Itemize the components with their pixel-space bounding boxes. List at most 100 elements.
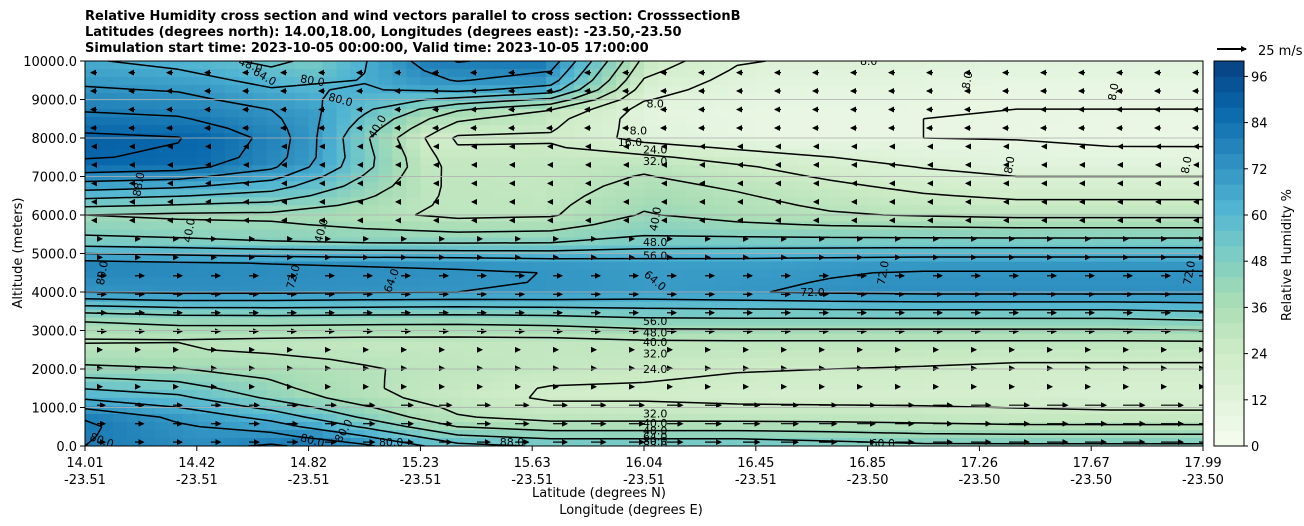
humidity-cell [406, 213, 421, 223]
humidity-cell [490, 293, 505, 303]
humidity-cell [1161, 349, 1176, 359]
humidity-cell [140, 365, 156, 375]
colorbar-band [1214, 245, 1244, 262]
humidity-cell [560, 301, 575, 311]
humidity-cell [602, 381, 617, 391]
humidity-cell [699, 421, 715, 431]
humidity-cell [1007, 333, 1022, 343]
humidity-cell [112, 213, 128, 223]
humidity-cell [280, 93, 296, 102]
humidity-cell [294, 309, 310, 319]
humidity-cell [741, 405, 757, 415]
humidity-cell [979, 365, 994, 375]
humidity-cell [867, 117, 883, 126]
humidity-cell [448, 157, 463, 166]
humidity-cell [350, 397, 366, 407]
humidity-cell [350, 173, 366, 182]
humidity-cell [867, 61, 883, 70]
humidity-cell [895, 213, 911, 223]
humidity-cell [294, 277, 310, 287]
humidity-cell [965, 61, 980, 70]
humidity-cell [238, 149, 254, 158]
humidity-cell [252, 189, 268, 198]
humidity-cell [308, 285, 324, 295]
humidity-cell [727, 277, 743, 287]
y-tick-label: 7000.0 [32, 171, 78, 186]
humidity-cell [685, 69, 701, 78]
humidity-cell [1077, 93, 1092, 102]
humidity-cell [546, 125, 561, 134]
humidity-cell [1063, 261, 1078, 271]
humidity-cell [727, 237, 743, 247]
humidity-cell [252, 269, 268, 279]
humidity-cell [965, 277, 980, 287]
humidity-cell [671, 213, 687, 223]
humidity-cell [895, 101, 911, 110]
humidity-cell [350, 117, 366, 126]
humidity-cell [727, 413, 743, 423]
humidity-cell [951, 245, 967, 255]
contour-label: 8.0 [1106, 82, 1122, 101]
humidity-cell [783, 389, 799, 399]
humidity-cell [154, 349, 170, 359]
humidity-cell [504, 341, 519, 351]
humidity-cell [112, 77, 128, 86]
humidity-cell [462, 245, 477, 255]
humidity-cell [378, 109, 394, 118]
humidity-cell [378, 413, 394, 423]
humidity-cell [280, 341, 296, 351]
humidity-cell [602, 301, 617, 311]
humidity-cell [895, 309, 911, 319]
humidity-cell [462, 269, 477, 279]
humidity-cell [280, 69, 296, 78]
humidity-cell [699, 373, 715, 383]
humidity-cell [895, 317, 911, 327]
humidity-cell [881, 421, 897, 431]
humidity-cell [769, 93, 785, 102]
humidity-cell [560, 269, 575, 279]
humidity-cell [85, 381, 100, 391]
humidity-cell [490, 389, 505, 399]
contour-label: 72.0 [875, 260, 892, 286]
humidity-cell [308, 405, 324, 415]
humidity-cell [797, 157, 813, 166]
humidity-cell [1049, 221, 1064, 231]
humidity-cell [657, 173, 673, 182]
humidity-cell [699, 61, 715, 70]
humidity-cell [364, 61, 380, 70]
humidity-cell [1105, 205, 1120, 214]
humidity-cell [979, 149, 994, 158]
humidity-cell [1063, 141, 1078, 150]
humidity-cell [238, 309, 254, 319]
humidity-cell [252, 93, 268, 102]
humidity-cell [126, 365, 142, 375]
humidity-cell [1161, 165, 1176, 174]
humidity-cell [937, 77, 953, 86]
humidity-cell [308, 77, 324, 86]
humidity-cell [406, 85, 421, 94]
humidity-cell [881, 165, 897, 174]
humidity-cell [783, 165, 799, 174]
humidity-cell [1147, 413, 1162, 423]
humidity-cell [532, 173, 547, 182]
humidity-cell [336, 213, 352, 223]
humidity-cell [616, 221, 631, 231]
humidity-cell [630, 373, 645, 383]
humidity-cell [1175, 277, 1190, 287]
humidity-cell [490, 381, 505, 391]
humidity-cell [294, 101, 310, 110]
contour-label: 40.0 [312, 217, 331, 244]
humidity-cell [1147, 269, 1162, 279]
humidity-cell [420, 437, 435, 446]
humidity-cell [671, 173, 687, 182]
humidity-cell [909, 357, 925, 367]
humidity-cell [602, 357, 617, 367]
humidity-cell [1119, 389, 1134, 399]
humidity-cell [350, 413, 366, 423]
humidity-cell [476, 165, 491, 174]
humidity-cell [238, 429, 254, 439]
humidity-cell [448, 293, 463, 303]
humidity-cell [1175, 189, 1190, 198]
humidity-cell [140, 357, 156, 367]
humidity-cell [881, 293, 897, 303]
